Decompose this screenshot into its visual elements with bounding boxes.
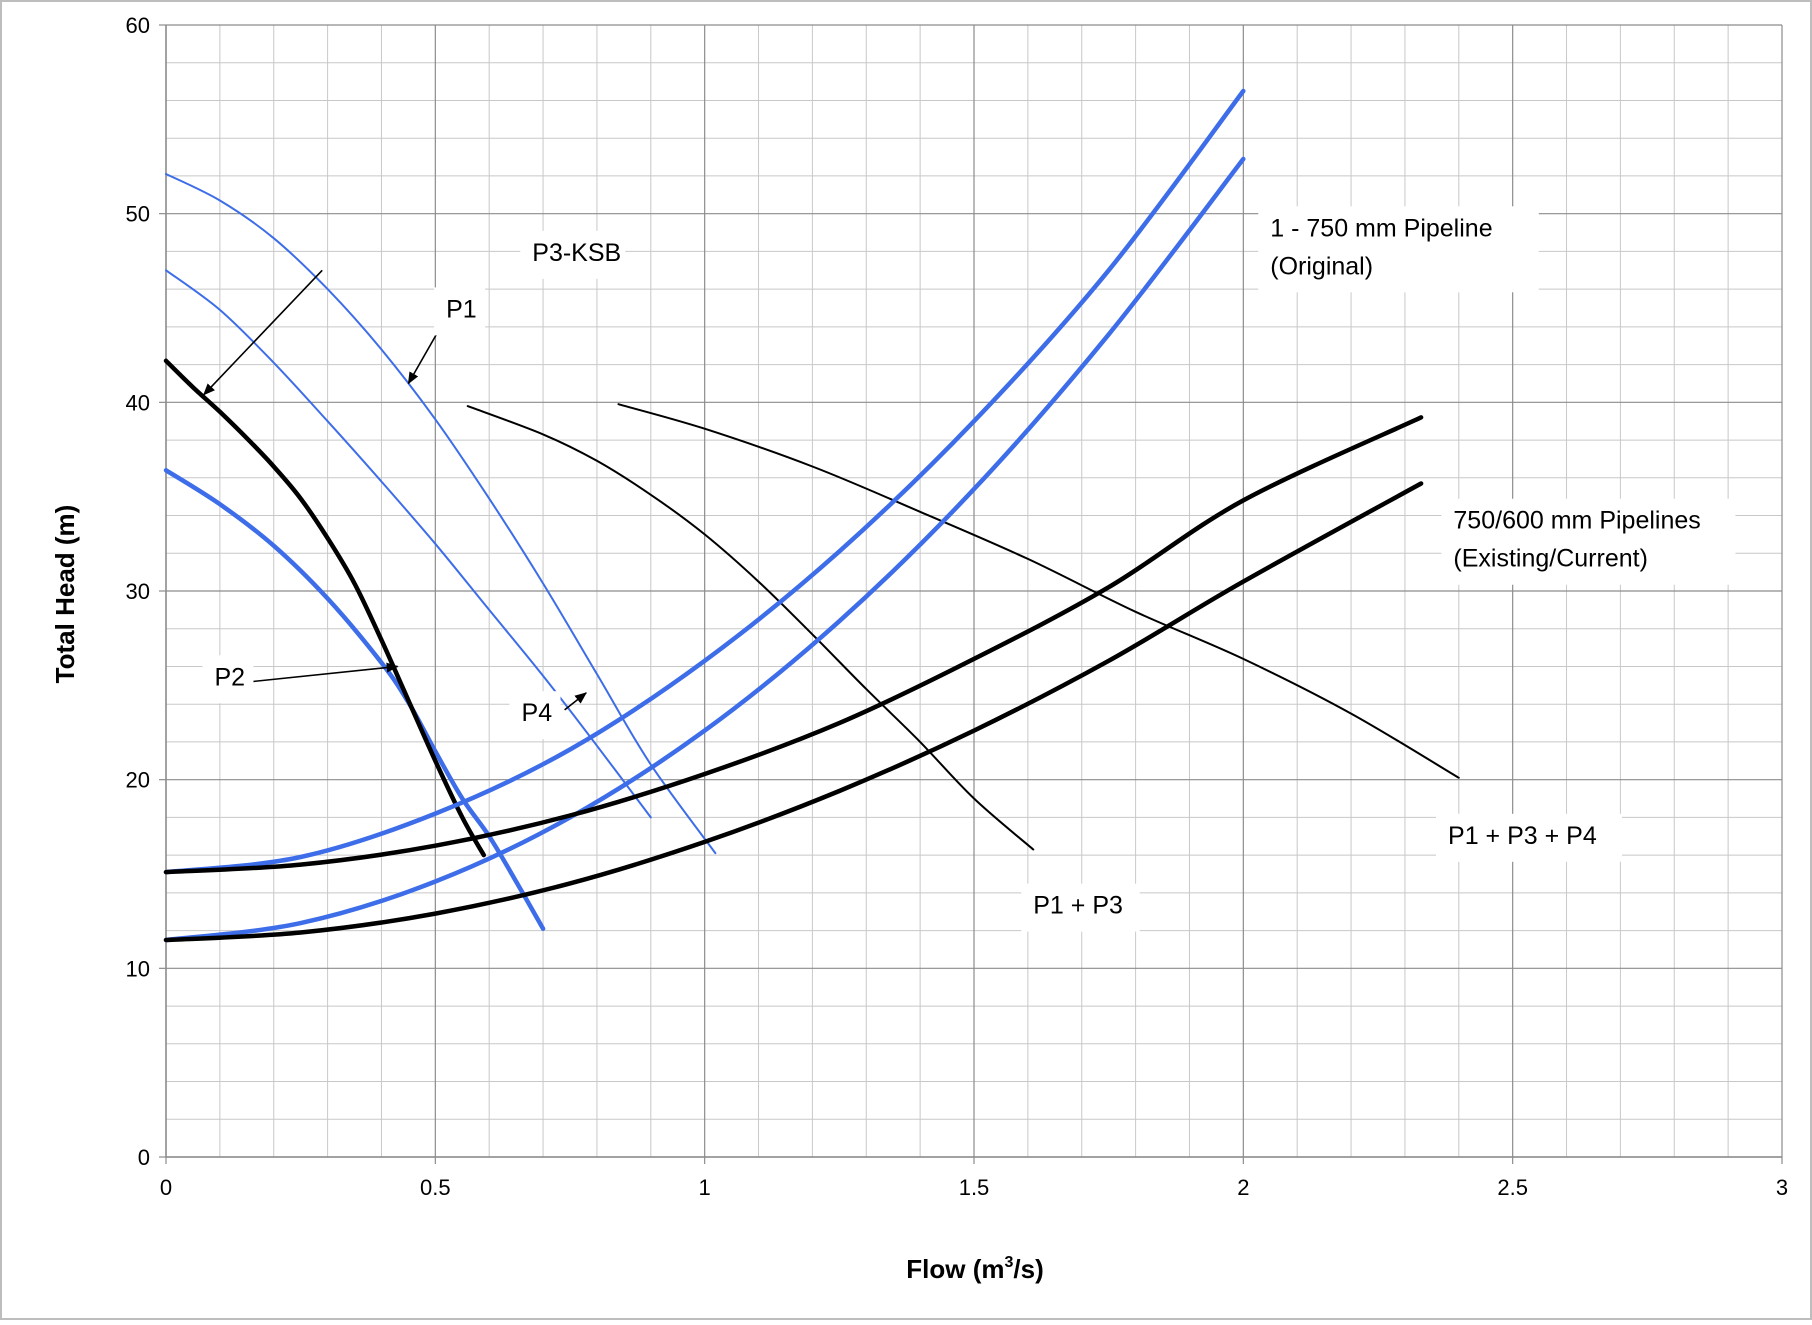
annotation-label-p4: P4 bbox=[522, 699, 553, 727]
annotation-label-curr: (Existing/Current) bbox=[1453, 545, 1648, 573]
annotation-box-p1p3p4 bbox=[1436, 813, 1623, 862]
y-tick-label: 30 bbox=[126, 579, 150, 604]
x-axis-title-superscript: 3 bbox=[1004, 1254, 1013, 1271]
annotation-label-orig: 1 - 750 mm Pipeline bbox=[1270, 214, 1492, 242]
series-lines bbox=[163, 88, 1460, 943]
x-axis-title-end: /s) bbox=[1013, 1254, 1043, 1284]
y-tick-label: 0 bbox=[138, 1145, 150, 1170]
annotation-label-p1: P1 bbox=[446, 295, 477, 323]
annotation-box-p3ksb bbox=[520, 230, 626, 279]
annotation-arrow-p4 bbox=[564, 692, 587, 711]
x-tick-label: 0 bbox=[160, 1175, 172, 1200]
series-line-p1p3 bbox=[466, 405, 1035, 851]
annotation-label-p2: P2 bbox=[214, 663, 245, 691]
x-tick-label: 1.5 bbox=[959, 1175, 990, 1200]
annotation-box-p2 bbox=[202, 655, 254, 704]
x-tick-label: 3 bbox=[1776, 1175, 1788, 1200]
annotation-box-p1p3 bbox=[1021, 883, 1140, 932]
series-line-orig_a bbox=[163, 88, 1246, 875]
y-tick-label: 10 bbox=[126, 956, 150, 981]
annotation-label-p3ksb: P3-KSB bbox=[532, 239, 621, 267]
x-tick-label: 1 bbox=[699, 1175, 711, 1200]
x-tick-label: 2 bbox=[1237, 1175, 1249, 1200]
annotation-box-p1 bbox=[434, 287, 486, 336]
y-tick-label: 50 bbox=[126, 202, 150, 227]
y-tick-label: 40 bbox=[126, 390, 150, 415]
x-tick-label: 0.5 bbox=[420, 1175, 451, 1200]
annotation-arrow-p1 bbox=[407, 326, 442, 385]
x-axis-title: Flow (m3/s) bbox=[906, 1254, 1043, 1284]
annotation-box-orig bbox=[1258, 206, 1539, 293]
y-axis-title: Total Head (m) bbox=[50, 505, 80, 684]
series-line-p1p3p4 bbox=[617, 403, 1460, 779]
y-tick-label: 60 bbox=[126, 13, 150, 38]
y-tick-label: 20 bbox=[126, 768, 150, 793]
x-axis-title-main: Flow (m bbox=[906, 1254, 1004, 1284]
annotation-arrow-p2 bbox=[252, 662, 399, 683]
annotation-label-orig: (Original) bbox=[1270, 252, 1373, 280]
x-tick-label: 2.5 bbox=[1497, 1175, 1528, 1200]
annotation-box-curr bbox=[1441, 498, 1736, 585]
annotation-label-p1p3: P1 + P3 bbox=[1033, 892, 1123, 920]
series-line-curr_b bbox=[163, 481, 1424, 943]
annotations: P3-KSB P1 P2 P4 1 - 750 mm Pipeline (Original… bbox=[202, 206, 1736, 932]
annotation-label-curr: 750/600 mm Pipelines bbox=[1453, 507, 1700, 535]
annotation-label-p1p3p4: P1 + P3 + P4 bbox=[1448, 822, 1597, 850]
annotation-box-p4 bbox=[509, 691, 561, 740]
series-line-p4 bbox=[165, 269, 652, 819]
series-line-orig_b bbox=[163, 156, 1246, 943]
series-line-p3ksb bbox=[163, 358, 487, 858]
series-line-curr_a bbox=[163, 415, 1424, 875]
annotation-arrow-p3ksb bbox=[203, 269, 323, 396]
